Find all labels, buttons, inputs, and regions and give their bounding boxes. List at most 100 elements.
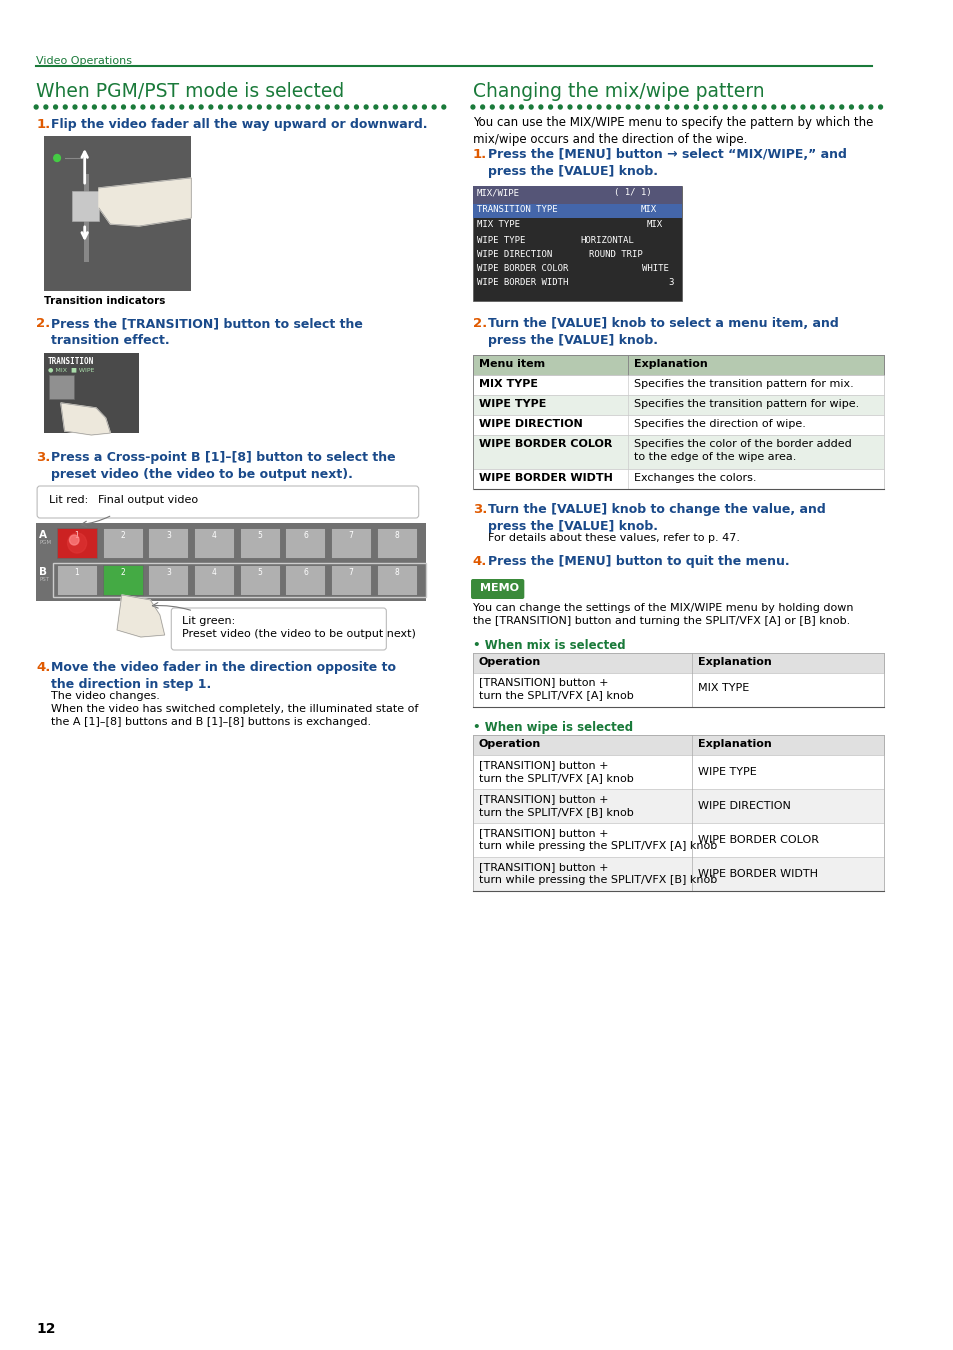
Bar — [473, 580, 522, 597]
Text: 4: 4 — [212, 568, 216, 576]
Circle shape — [587, 105, 591, 109]
Text: Operation: Operation — [478, 657, 540, 667]
Text: Menu item: Menu item — [478, 359, 544, 369]
Text: The video changes.: The video changes. — [51, 691, 160, 701]
Circle shape — [597, 105, 600, 109]
Circle shape — [276, 105, 280, 109]
Text: You can use the MIX/WIPE menu to specify the pattern by which the
mix/wipe occur: You can use the MIX/WIPE menu to specify… — [473, 116, 872, 146]
Text: ROUND TRIP: ROUND TRIP — [588, 250, 642, 259]
Circle shape — [53, 154, 60, 162]
Circle shape — [70, 535, 79, 545]
Circle shape — [102, 105, 106, 109]
Text: [TRANSITION] button +
turn while pressing the SPLIT/VFX [B] knob: [TRANSITION] button + turn while pressin… — [478, 863, 716, 884]
Circle shape — [829, 105, 833, 109]
Circle shape — [248, 105, 252, 109]
Text: WIPE DIRECTION: WIPE DIRECTION — [476, 250, 552, 259]
Bar — [473, 857, 883, 891]
Circle shape — [121, 105, 125, 109]
Circle shape — [722, 105, 726, 109]
Text: WIPE DIRECTION: WIPE DIRECTION — [478, 418, 581, 429]
Circle shape — [422, 105, 426, 109]
Text: 6: 6 — [303, 568, 308, 576]
Text: 8: 8 — [394, 531, 398, 540]
Circle shape — [218, 105, 222, 109]
Circle shape — [664, 105, 668, 109]
Text: 5: 5 — [257, 568, 262, 576]
Circle shape — [34, 105, 38, 109]
Bar — [473, 755, 883, 788]
Text: 1: 1 — [74, 568, 79, 576]
Circle shape — [771, 105, 775, 109]
Circle shape — [296, 105, 300, 109]
Text: Explanation: Explanation — [633, 359, 707, 369]
Text: MIX/WIPE: MIX/WIPE — [476, 188, 519, 197]
Bar — [72, 190, 99, 221]
Bar — [473, 355, 883, 375]
Text: Explanation: Explanation — [697, 657, 770, 667]
Bar — [285, 566, 325, 595]
Circle shape — [44, 105, 48, 109]
Bar — [473, 468, 883, 489]
Text: Press the [MENU] button → select “MIX/WIPE,” and
press the [VALUE] knob.: Press the [MENU] button → select “MIX/WI… — [488, 148, 846, 178]
Text: B: B — [39, 567, 47, 576]
Bar — [239, 528, 279, 558]
Bar — [473, 204, 681, 217]
Circle shape — [257, 105, 261, 109]
Bar — [473, 375, 883, 396]
Circle shape — [626, 105, 630, 109]
Circle shape — [413, 105, 416, 109]
Circle shape — [441, 105, 445, 109]
Text: 5: 5 — [257, 531, 262, 540]
Text: Lit green:: Lit green: — [182, 616, 234, 626]
Text: 8: 8 — [394, 568, 398, 576]
Circle shape — [820, 105, 823, 109]
Text: [TRANSITION] button +
turn the SPLIT/VFX [A] knob: [TRANSITION] button + turn the SPLIT/VFX… — [478, 676, 633, 699]
Circle shape — [92, 105, 96, 109]
Text: Operation: Operation — [478, 738, 540, 749]
Text: Lit red:: Lit red: — [50, 495, 89, 505]
Circle shape — [655, 105, 659, 109]
Text: When the video has switched completely, the illuminated state of
the A [1]–[8] b: When the video has switched completely, … — [51, 703, 418, 726]
Text: [TRANSITION] button +
turn while pressing the SPLIT/VFX [A] knob: [TRANSITION] button + turn while pressin… — [478, 828, 716, 850]
Circle shape — [132, 105, 135, 109]
Bar — [473, 824, 883, 857]
Circle shape — [190, 105, 193, 109]
Circle shape — [374, 105, 377, 109]
Text: HORIZONTAL: HORIZONTAL — [579, 236, 634, 244]
Text: WIPE BORDER WIDTH: WIPE BORDER WIDTH — [697, 869, 817, 879]
Bar — [473, 414, 883, 435]
Text: Turn the [VALUE] knob to select a menu item, and
press the [VALUE] knob.: Turn the [VALUE] knob to select a menu i… — [488, 317, 838, 347]
Text: MEMO: MEMO — [479, 583, 518, 593]
FancyBboxPatch shape — [471, 579, 524, 599]
Bar — [103, 528, 143, 558]
Bar — [473, 788, 883, 824]
Text: Video Operations: Video Operations — [36, 55, 132, 66]
Circle shape — [141, 105, 145, 109]
Circle shape — [558, 105, 561, 109]
Circle shape — [703, 105, 707, 109]
Text: A: A — [39, 531, 47, 540]
Circle shape — [790, 105, 794, 109]
Bar — [473, 435, 883, 468]
Circle shape — [403, 105, 407, 109]
Text: You can change the settings of the MIX/WIPE menu by holding down
the [TRANSITION: You can change the settings of the MIX/W… — [473, 603, 853, 626]
Circle shape — [742, 105, 746, 109]
Text: 2.: 2. — [36, 317, 51, 329]
Text: WIPE BORDER WIDTH: WIPE BORDER WIDTH — [478, 472, 612, 483]
Bar — [473, 674, 883, 707]
Circle shape — [73, 105, 77, 109]
Text: Final output video: Final output video — [98, 495, 198, 505]
Text: [TRANSITION] button +
turn the SPLIT/VFX [A] knob: [TRANSITION] button + turn the SPLIT/VFX… — [478, 760, 633, 783]
Circle shape — [344, 105, 348, 109]
Text: Press the [MENU] button to quit the menu.: Press the [MENU] button to quit the menu… — [488, 555, 789, 568]
Circle shape — [674, 105, 678, 109]
Circle shape — [616, 105, 619, 109]
Circle shape — [112, 105, 115, 109]
Bar — [473, 186, 681, 204]
Bar — [473, 734, 883, 755]
Circle shape — [335, 105, 338, 109]
Text: Exchanges the colors.: Exchanges the colors. — [633, 472, 756, 483]
Text: Press the [TRANSITION] button to select the
transition effect.: Press the [TRANSITION] button to select … — [51, 317, 363, 347]
Text: Move the video fader in the direction opposite to
the direction in step 1.: Move the video fader in the direction op… — [51, 662, 395, 691]
Text: PST: PST — [39, 576, 49, 582]
